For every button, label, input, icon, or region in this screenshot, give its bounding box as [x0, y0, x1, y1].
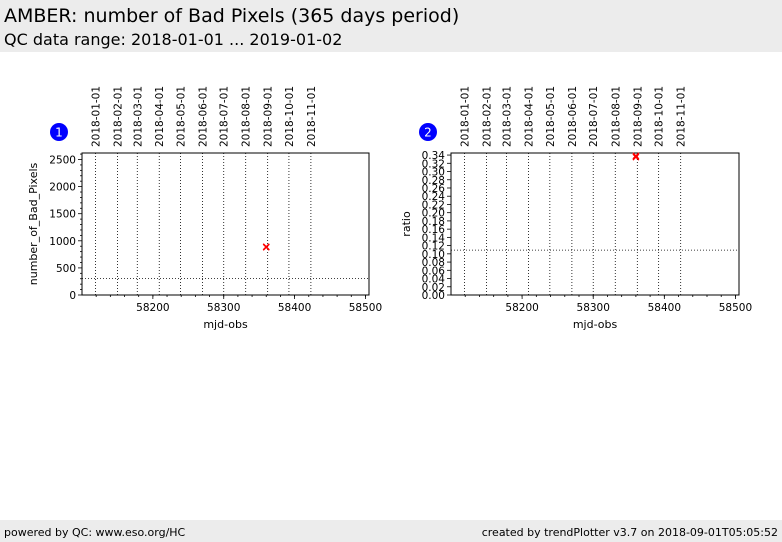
date-tick-label: 2018-02-01 — [112, 86, 124, 147]
data-point-stroke — [632, 152, 640, 160]
y-tick-label: 0.24 — [422, 191, 446, 203]
date-tick-label: 2018-04-01 — [524, 86, 536, 147]
date-tick-label: 2018-11-01 — [676, 86, 688, 147]
y-tick-label: 0.04 — [422, 274, 446, 286]
page-title: AMBER: number of Bad Pixels (365 days pe… — [4, 5, 460, 27]
x-tick-label: 58200 — [136, 302, 169, 314]
data-point — [262, 243, 270, 251]
x-tick-label: 58200 — [505, 302, 538, 314]
footer-band: powered by QC: www.eso.org/HC created by… — [0, 520, 782, 542]
date-tick-label: 2018-06-01 — [567, 86, 579, 147]
y-tick-label: 0.30 — [422, 167, 445, 179]
y-tick-label: 0.08 — [422, 257, 445, 269]
date-tick-label: 2018-09-01 — [263, 86, 275, 147]
date-tick-label: 2018-03-01 — [132, 86, 144, 147]
date-tick-label: 2018-05-01 — [545, 86, 557, 147]
y-axis-label: number_of_Bad_Pixels — [27, 162, 40, 285]
y-tick-label: 1500 — [49, 209, 76, 221]
panel-badge-number: 2 — [424, 126, 432, 140]
x-tick-label: 58300 — [577, 302, 610, 314]
footer-powered-by: powered by QC: www.eso.org/HC — [4, 526, 186, 539]
date-tick-label: 2018-02-01 — [482, 86, 494, 147]
data-point-stroke — [262, 243, 270, 251]
data-point — [632, 152, 640, 160]
y-tick-label: 0.28 — [422, 175, 445, 187]
x-tick-label: 58300 — [207, 302, 240, 314]
date-tick-label: 2018-08-01 — [241, 86, 253, 147]
date-tick-label: 2018-07-01 — [219, 86, 231, 147]
date-tick-label: 2018-08-01 — [610, 86, 622, 147]
plot-area — [81, 152, 370, 296]
y-tick-label: 500 — [56, 263, 76, 275]
y-tick-label: 0.32 — [422, 158, 445, 170]
y-tick-label: 0.16 — [422, 224, 446, 236]
chart-panel-2: 2018-01-01 2018-02-01 2018-03-01 2018-04-01… — [400, 86, 752, 331]
footer-created-by: created by trendPlotter v3.7 on 2018-09-… — [481, 526, 778, 539]
x-axis-label: mjd-obs — [573, 318, 618, 331]
date-tick-label: 2018-05-01 — [176, 86, 188, 147]
data-point-stroke — [632, 153, 640, 161]
data-point — [632, 153, 640, 161]
page-subtitle: QC data range: 2018-01-01 ... 2019-01-02 — [4, 30, 343, 49]
panel-badge — [419, 123, 437, 141]
date-tick-label: 2018-09-01 — [632, 86, 644, 147]
y-tick-label: 0.26 — [422, 183, 446, 195]
date-tick-label: 2018-04-01 — [154, 86, 166, 147]
date-tick-label: 2018-10-01 — [654, 86, 666, 147]
y-axis-label: ratio — [400, 211, 413, 237]
date-tick-label: 2018-11-01 — [306, 86, 318, 147]
header-band: AMBER: number of Bad Pixels (365 days pe… — [0, 0, 782, 52]
date-tick-label: 2018-01-01 — [90, 86, 102, 147]
y-tick-label: 0.06 — [422, 265, 446, 277]
y-tick-label: 0.12 — [422, 241, 445, 253]
y-tick-label: 0.20 — [422, 208, 445, 220]
y-tick-label: 0.18 — [422, 216, 445, 228]
y-tick-label: 0.34 — [422, 150, 446, 162]
y-tick-label: 0 — [69, 290, 76, 302]
y-tick-label: 0.00 — [422, 290, 445, 302]
x-axis-label: mjd-obs — [203, 318, 248, 331]
y-tick-label: 0.10 — [422, 249, 445, 261]
plot-area — [450, 152, 740, 296]
y-tick-label: 2500 — [49, 155, 76, 167]
chart-panel-1: 2018-01-01 2018-02-01 2018-03-01 2018-04-01… — [27, 86, 382, 331]
x-tick-label: 58500 — [349, 302, 382, 314]
date-tick-label: 2018-01-01 — [460, 86, 472, 147]
y-tick-label: 2000 — [49, 182, 76, 194]
x-tick-label: 58400 — [278, 302, 311, 314]
date-tick-label: 2018-06-01 — [197, 86, 209, 147]
x-tick-label: 58400 — [648, 302, 681, 314]
y-tick-label: 1000 — [49, 236, 76, 248]
x-tick-label: 58500 — [719, 302, 752, 314]
y-tick-label: 0.14 — [422, 232, 446, 244]
date-tick-label: 2018-03-01 — [501, 86, 513, 147]
panel-badge — [50, 123, 68, 141]
date-tick-label: 2018-10-01 — [284, 86, 296, 147]
panel-badge-number: 1 — [55, 126, 63, 140]
date-tick-label: 2018-07-01 — [588, 86, 600, 147]
y-tick-label: 0.22 — [422, 199, 445, 211]
y-tick-label: 0.02 — [422, 282, 445, 294]
